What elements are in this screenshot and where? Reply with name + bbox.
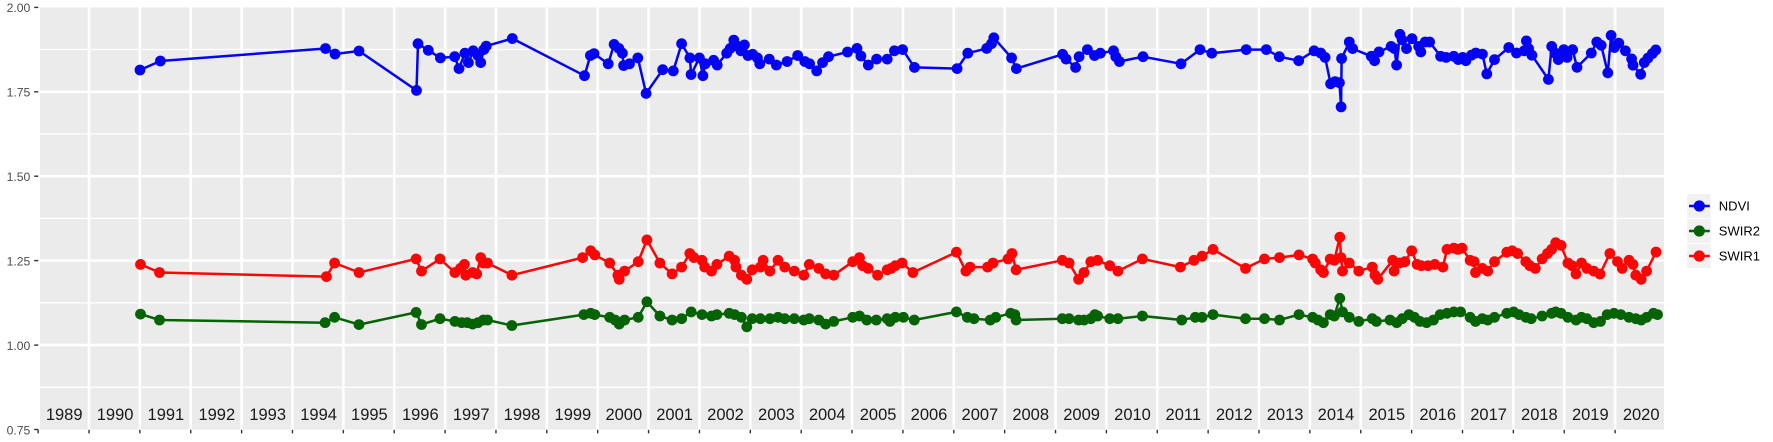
svg-text:2004: 2004 bbox=[809, 406, 846, 424]
svg-text:2020: 2020 bbox=[1623, 406, 1660, 424]
svg-text:2017: 2017 bbox=[1470, 406, 1507, 424]
svg-text:2008: 2008 bbox=[1012, 406, 1049, 424]
svg-text:2.00: 2.00 bbox=[7, 1, 31, 15]
svg-text:1.00: 1.00 bbox=[7, 339, 31, 353]
svg-text:2003: 2003 bbox=[758, 406, 795, 424]
svg-text:1992: 1992 bbox=[198, 406, 235, 424]
svg-text:2009: 2009 bbox=[1063, 406, 1100, 424]
svg-text:2014: 2014 bbox=[1318, 406, 1355, 424]
svg-text:1993: 1993 bbox=[249, 406, 286, 424]
svg-text:1994: 1994 bbox=[300, 406, 337, 424]
svg-text:2019: 2019 bbox=[1572, 406, 1609, 424]
svg-text:2006: 2006 bbox=[911, 406, 948, 424]
svg-text:2000: 2000 bbox=[605, 406, 642, 424]
svg-text:SWIR1: SWIR1 bbox=[1719, 249, 1760, 264]
svg-text:2018: 2018 bbox=[1521, 406, 1558, 424]
svg-text:1996: 1996 bbox=[402, 406, 439, 424]
svg-text:1997: 1997 bbox=[453, 406, 490, 424]
svg-text:2013: 2013 bbox=[1267, 406, 1304, 424]
svg-text:1.75: 1.75 bbox=[7, 86, 31, 100]
svg-text:1998: 1998 bbox=[504, 406, 541, 424]
svg-text:1995: 1995 bbox=[351, 406, 388, 424]
svg-text:1991: 1991 bbox=[148, 406, 185, 424]
svg-text:2016: 2016 bbox=[1419, 406, 1456, 424]
svg-text:2001: 2001 bbox=[656, 406, 693, 424]
svg-text:2015: 2015 bbox=[1368, 406, 1405, 424]
svg-text:1990: 1990 bbox=[97, 406, 134, 424]
svg-text:1999: 1999 bbox=[555, 406, 592, 424]
svg-text:SWIR2: SWIR2 bbox=[1719, 224, 1760, 239]
svg-text:NDVI: NDVI bbox=[1719, 199, 1750, 214]
svg-text:2010: 2010 bbox=[1114, 406, 1151, 424]
svg-text:2011: 2011 bbox=[1166, 406, 1201, 424]
svg-text:1.25: 1.25 bbox=[7, 254, 31, 268]
svg-text:2007: 2007 bbox=[962, 406, 999, 424]
svg-text:1.50: 1.50 bbox=[7, 170, 31, 184]
svg-text:2012: 2012 bbox=[1216, 406, 1253, 424]
svg-text:2002: 2002 bbox=[707, 406, 744, 424]
svg-text:1989: 1989 bbox=[46, 406, 83, 424]
svg-text:0.75: 0.75 bbox=[7, 423, 31, 437]
svg-text:2005: 2005 bbox=[860, 406, 897, 424]
